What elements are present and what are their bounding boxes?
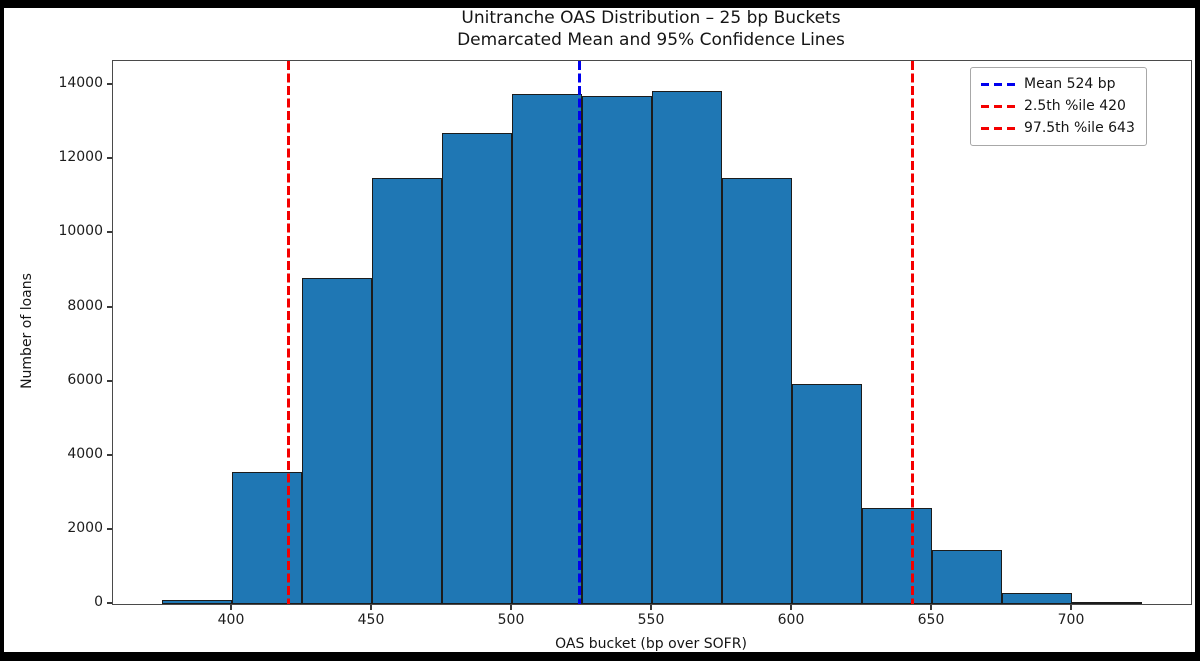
y-tick-12000 [107,157,112,160]
x-tick-label-500: 500 [497,612,525,628]
histogram-bar-550-575 [652,90,722,604]
chart-title-line2: Demarcated Mean and 95% Confidence Lines [457,30,845,50]
histogram-bar-675-700 [1002,592,1072,604]
y-tick-0 [107,602,112,604]
chart-title: Unitranche OAS Distribution – 25 bp Buck… [112,7,1190,51]
histogram-bar-525-550 [582,96,652,604]
plot-area [112,60,1192,605]
y-tick-4000 [107,453,112,456]
y-tick-label-14000: 14000 [58,75,103,92]
histogram-bar-500-525 [512,94,582,604]
y-tick-label-2000: 2000 [67,519,103,536]
y-tick-label-0: 0 [94,594,103,610]
x-tick-500 [510,604,512,610]
legend-dashed-line-swatch [981,105,1015,108]
y-tick-8000 [107,305,112,308]
legend-label: 97.5th %ile 643 [1024,120,1135,136]
histogram-bar-475-500 [442,133,512,604]
legend: Mean 524 bp 2.5th %ile 420 97.5th %ile 643 [970,67,1147,146]
legend-item-mean-line: Mean 524 bp [981,76,1135,93]
y-tick-label-6000: 6000 [67,371,103,388]
chart-title-line1: Unitranche OAS Distribution – 25 bp Buck… [461,8,841,28]
pct-2-5-line [286,61,290,604]
legend-item-pct-97-5-line: 97.5th %ile 643 [981,120,1135,137]
x-tick-700 [1070,604,1072,610]
legend-dashed-line-swatch [981,127,1015,130]
histogram-bar-375-400 [162,600,232,604]
x-tick-label-650: 650 [917,612,945,628]
y-tick-2000 [107,527,112,530]
legend-item-pct-2-5-line: 2.5th %ile 420 [981,98,1135,115]
y-tick-label-4000: 4000 [67,445,103,462]
x-tick-650 [930,604,932,610]
y-tick-14000 [107,83,112,86]
x-tick-label-550: 550 [637,612,665,628]
histogram-bar-650-675 [932,550,1002,604]
legend-label: Mean 524 bp [1024,76,1116,92]
pct-97-5-line [910,61,914,604]
histogram-bar-700-725 [1072,602,1142,604]
legend-dashed-line-swatch [981,83,1015,86]
histogram-bar-575-600 [722,177,792,604]
histogram-bar-450-475 [372,177,442,604]
y-tick-label-10000: 10000 [58,223,103,240]
histogram-bar-425-450 [302,277,372,604]
histogram-bar-400-425 [232,472,302,604]
y-tick-label-8000: 8000 [67,297,103,314]
x-tick-label-700: 700 [1057,612,1085,628]
x-tick-label-400: 400 [217,612,245,628]
x-tick-label-450: 450 [357,612,385,628]
legend-label: 2.5th %ile 420 [1024,98,1126,114]
mean-line [577,61,581,604]
y-tick-6000 [107,379,112,382]
x-tick-450 [370,604,372,610]
x-axis-label: OAS bucket (bp over SOFR) [555,636,747,652]
x-tick-550 [650,604,652,610]
y-tick-label-12000: 12000 [58,149,103,166]
x-tick-label-600: 600 [777,612,805,628]
y-tick-10000 [107,231,112,234]
x-tick-400 [230,604,232,610]
histogram-bar-600-625 [792,383,862,604]
x-tick-600 [790,604,792,610]
histogram-bar-625-650 [862,507,932,604]
